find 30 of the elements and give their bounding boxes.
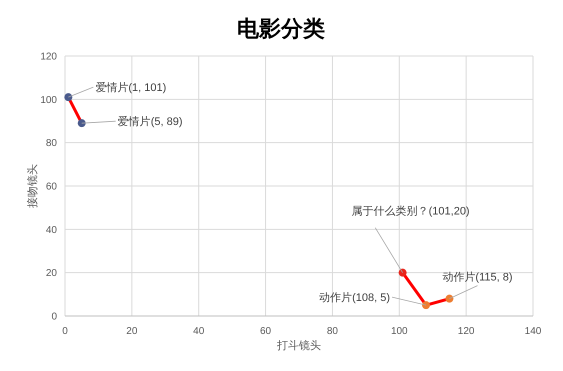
y-tick-label: 40 bbox=[46, 224, 58, 236]
y-tick-label: 100 bbox=[40, 94, 58, 106]
y-tick-label: 0 bbox=[51, 312, 58, 322]
annotation: 爱情片(5, 89) bbox=[81, 116, 182, 128]
x-tick-label: 100 bbox=[390, 326, 408, 337]
chart-title: 电影分类 bbox=[237, 16, 325, 41]
x-axis-title: 打斗镜头 bbox=[276, 339, 321, 352]
y-axis-title: 接吻镜头 bbox=[26, 164, 39, 208]
annotation: 动作片(115, 8) bbox=[442, 272, 513, 300]
annotation: 爱情片(5, 89) bbox=[118, 115, 183, 128]
x-tick-label: 60 bbox=[260, 326, 272, 337]
annotation: 爱情片(1, 101) bbox=[68, 82, 166, 98]
annotation: 动作片(108, 5) bbox=[319, 292, 426, 306]
x-tick-label: 120 bbox=[458, 326, 475, 337]
annotation: 属于什么类别？(101,20) bbox=[352, 204, 470, 218]
y-tick-label: 80 bbox=[46, 138, 58, 150]
annotation: 动作片(115, 8) bbox=[442, 270, 513, 284]
point bbox=[64, 93, 72, 102]
y-tick-label: 120 bbox=[40, 52, 58, 62]
x-tick-label: 40 bbox=[193, 326, 205, 337]
annotation: 动作片(108, 5) bbox=[319, 291, 390, 304]
y-tick-label: 20 bbox=[46, 268, 58, 280]
x-tick-label: 20 bbox=[126, 326, 138, 337]
point bbox=[445, 294, 454, 303]
y-tick-label: 60 bbox=[46, 182, 58, 192]
point bbox=[422, 301, 430, 310]
annotation: 爱情片(1, 101) bbox=[95, 81, 166, 94]
x-tick-label: 80 bbox=[326, 326, 338, 337]
x-tick-label: 0 bbox=[62, 326, 68, 337]
x-tick-label: 140 bbox=[524, 326, 542, 337]
